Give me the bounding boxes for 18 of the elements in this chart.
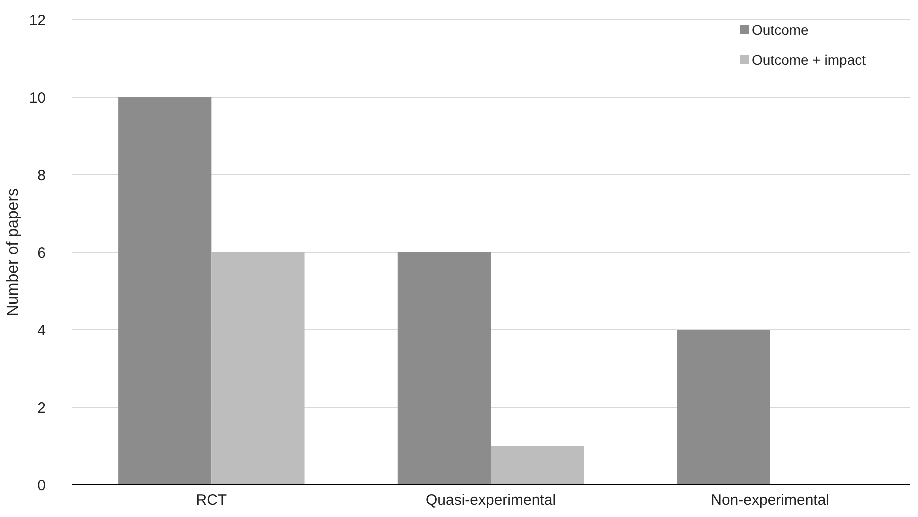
bar <box>118 98 212 485</box>
x-tick-label: RCT <box>196 492 228 509</box>
y-tick-label: 2 <box>38 400 46 417</box>
bar <box>491 446 584 485</box>
y-tick-label: 4 <box>38 322 46 340</box>
x-tick-label: Non-experimental <box>711 492 830 509</box>
y-tick-label: 0 <box>38 477 46 494</box>
legend-label: Outcome <box>752 22 810 38</box>
y-tick-label: 6 <box>38 244 46 262</box>
y-tick-label: 10 <box>29 90 46 107</box>
legend-label: Outcome + impact <box>752 52 866 68</box>
y-axis-title: Number of papers <box>5 188 22 317</box>
y-tick-label: 12 <box>29 12 46 30</box>
bar <box>398 252 491 485</box>
y-tick-label: 8 <box>38 167 46 184</box>
x-tick-label: Quasi-experimental <box>426 492 556 509</box>
bar <box>677 330 770 485</box>
bar <box>212 252 305 485</box>
